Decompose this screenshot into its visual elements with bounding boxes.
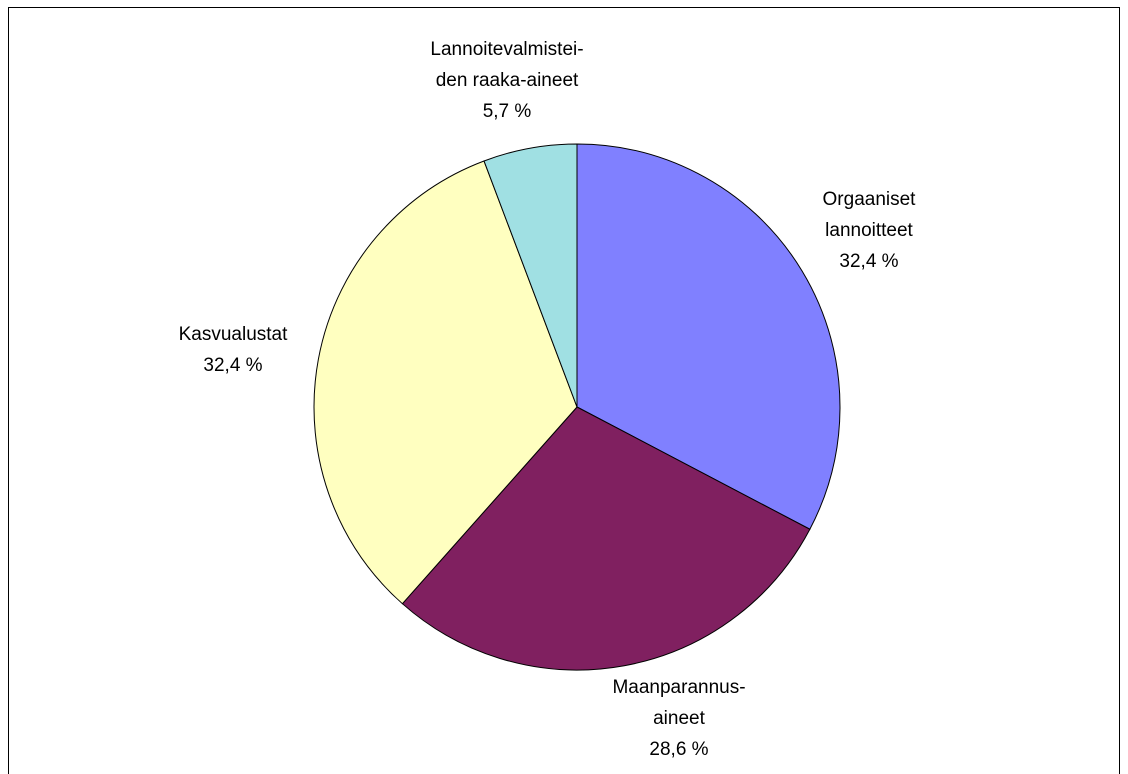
- pie-slice: [576, 143, 841, 530]
- slice-value-label: 32,4 %: [203, 355, 262, 376]
- slice-label: Lannoitevalmistei-: [430, 39, 583, 60]
- slice-label: lannoitteet: [825, 220, 913, 241]
- slice-label: Orgaaniset: [823, 189, 917, 210]
- slice-label: Kasvualustat: [179, 324, 289, 345]
- slice-label: den raaka-aineet: [436, 70, 579, 91]
- pie-slice: [483, 143, 578, 408]
- slice-label: Maanparannus-: [612, 677, 745, 698]
- pie-slice: [313, 160, 578, 605]
- slice-label: aineet: [653, 708, 705, 729]
- pie-slice: [401, 406, 811, 671]
- slice-value-label: 28,6 %: [649, 739, 708, 760]
- slice-value-label: 5,7 %: [483, 101, 532, 122]
- slice-value-label: 32,4 %: [839, 251, 898, 272]
